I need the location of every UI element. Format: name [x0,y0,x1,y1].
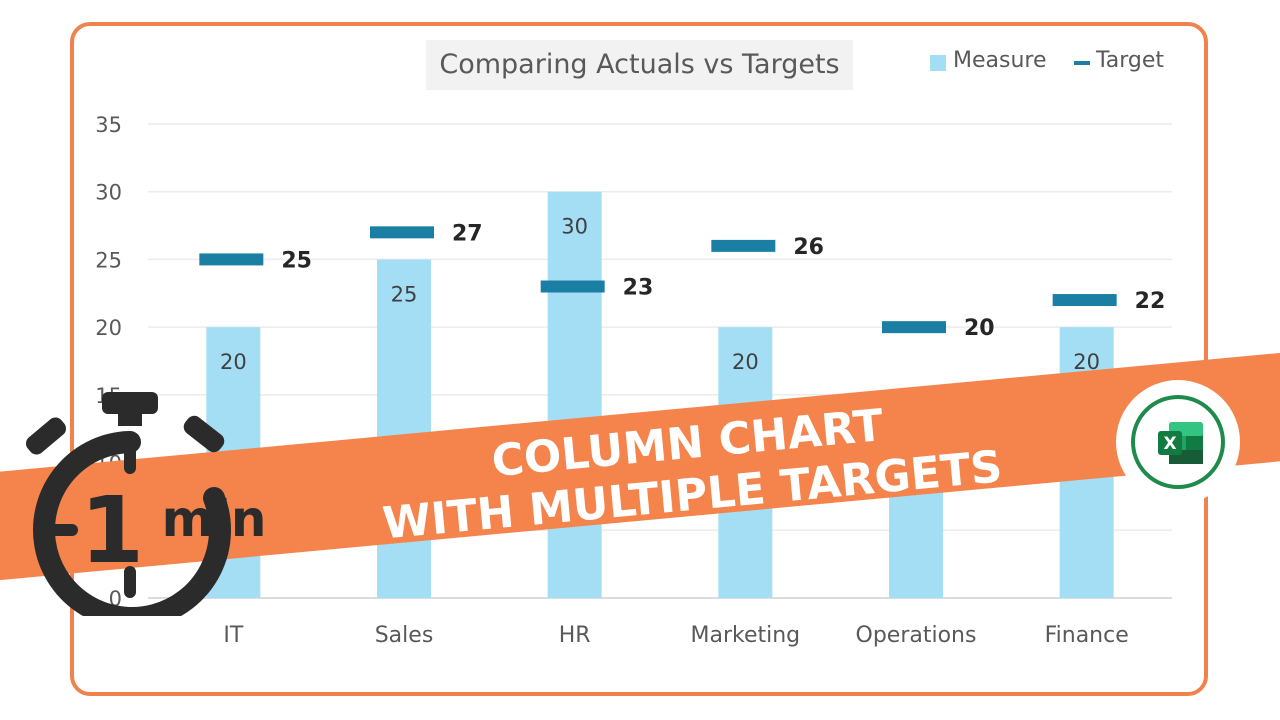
excel-icon: X [1158,422,1203,464]
excel-letter: X [1163,434,1176,454]
legend-measure-label: Measure [953,48,1047,73]
target-data-label: 27 [452,221,483,246]
stopwatch-button [102,392,158,414]
bar [547,191,602,598]
x-tick-label: Finance [1045,623,1129,648]
timer-unit: min [162,490,267,548]
x-tick-label: HR [559,623,591,648]
target-marker [199,253,264,266]
chart-title-background [426,40,853,90]
stopwatch-ring [33,431,231,616]
y-tick-label: 25 [95,248,122,272]
x-tick-label: Marketing [691,623,801,648]
stopwatch-icon: 1 min [25,392,267,616]
legend-target-swatch [1074,61,1090,65]
stopwatch-left-knob [25,417,67,455]
chart-title: Comparing Actuals vs Targets [439,49,840,80]
target-marker [711,239,776,252]
target-data-label: 25 [281,248,312,273]
y-tick-label: 35 [95,113,122,137]
legend-target-label: Target [1096,48,1165,73]
target-marker [882,321,946,334]
excel-ring [1131,395,1225,489]
x-tick-label: Sales [375,623,434,648]
bar-data-label: 20 [732,350,759,374]
bar-data-label: 20 [220,350,247,374]
target-marker [540,280,605,293]
bar-data-label: 25 [391,282,418,306]
stopwatch-right-knob [183,415,225,453]
target-data-label: 22 [1135,289,1166,314]
legend-measure-swatch [930,55,946,71]
target-data-label: 23 [623,276,654,301]
target-marker [370,226,434,239]
x-tick-label: Operations [856,623,977,648]
target-data-label: 26 [793,235,824,260]
x-tick-label: IT [223,623,243,648]
y-tick-label: 30 [95,181,122,205]
stopwatch-stem [118,410,142,426]
timer-number: 1 [80,477,144,584]
target-data-label: 20 [964,316,995,341]
bar-data-label: 30 [561,215,588,239]
y-tick-label: 20 [95,316,122,340]
target-marker [1052,294,1117,307]
